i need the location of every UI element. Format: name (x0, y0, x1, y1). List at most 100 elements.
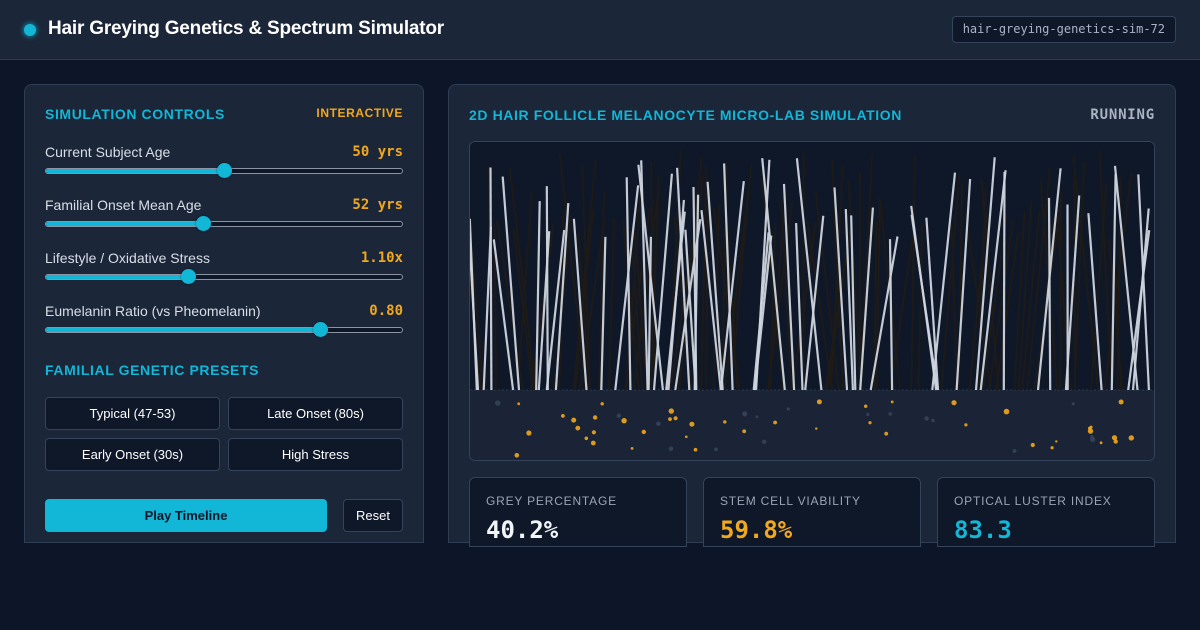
slider-label: Familial Onset Mean Age (45, 197, 202, 213)
grey-hair-strand (1087, 213, 1103, 391)
grey-hair-strand (795, 223, 804, 391)
depleted-melanocyte (888, 412, 892, 416)
slider-thumb[interactable] (313, 322, 329, 337)
pigmented-hair-strand (988, 220, 1014, 391)
grey-hair-strand (600, 236, 607, 391)
melanocyte-cells-group (495, 399, 1134, 458)
grey-hair-strand (501, 176, 521, 391)
depleted-melanocyte (714, 447, 718, 452)
grey-hair-strand (723, 163, 734, 391)
active-melanocyte (630, 447, 634, 450)
active-melanocyte (773, 420, 777, 425)
slider-thumb[interactable] (217, 163, 232, 178)
active-melanocyte (884, 431, 889, 436)
active-melanocyte (571, 417, 577, 423)
grey-hair-strand (482, 226, 492, 391)
active-melanocyte (561, 414, 565, 418)
grey-hair-strand (706, 181, 724, 391)
slider-fill (46, 328, 321, 332)
slider-thumb[interactable] (181, 269, 197, 284)
grey-hair-strand (925, 217, 940, 391)
slider-value: 52 yrs (352, 197, 403, 213)
grey-hair-strand (761, 158, 786, 391)
slider-value: 1.10x (360, 250, 403, 266)
pigmented-hair-strand (1017, 201, 1033, 391)
simulation-id-badge: hair-greying-genetics-sim-72 (951, 16, 1176, 43)
active-melanocyte (1118, 399, 1124, 405)
depleted-melanocyte (1071, 402, 1075, 406)
metric-stem-cell-viability: STEM CELL VIABILITY 59.8% (703, 477, 921, 547)
active-melanocyte (1113, 439, 1118, 444)
pigmented-hair-strand (1013, 211, 1026, 391)
pigmented-hair-strand (508, 167, 537, 391)
depleted-melanocyte (656, 421, 661, 427)
grey-hair-strand (804, 215, 825, 391)
preset-early-onset-button[interactable]: Early Onset (30s) (45, 438, 220, 471)
active-melanocyte (641, 429, 646, 435)
depleted-melanocyte (1089, 436, 1096, 442)
reset-button[interactable]: Reset (343, 499, 403, 532)
grey-hair-strand (572, 218, 588, 391)
depleted-melanocyte (668, 446, 674, 452)
depleted-melanocyte (495, 400, 501, 406)
active-melanocyte (890, 400, 894, 404)
pigmented-hair-strand (968, 212, 988, 391)
preset-typical-button[interactable]: Typical (47-53) (45, 397, 220, 430)
pigmented-hair-strand (705, 201, 709, 391)
slider-track[interactable] (45, 322, 403, 337)
grey-hair-strand (795, 158, 823, 391)
active-melanocyte (668, 417, 672, 421)
grey-hair-strand (614, 185, 640, 391)
grey-hair-strand (1131, 208, 1150, 391)
slider-track[interactable] (45, 163, 403, 178)
pigmented-hair-strand (802, 152, 805, 391)
simulation-panel: 2D HAIR FOLLICLE MELANOCYTE MICRO-LAB SI… (448, 84, 1176, 547)
preset-late-onset-button[interactable]: Late Onset (80s) (228, 397, 403, 430)
metric-value: 83.3 (954, 516, 1012, 544)
slider-thumb[interactable] (195, 216, 211, 231)
pigmented-hair-strand (889, 236, 914, 391)
active-melanocyte (1050, 446, 1054, 450)
top-bar: Hair Greying Genetics & Spectrum Simulat… (0, 0, 1200, 60)
slider-track[interactable] (45, 269, 403, 284)
slider-eumelanin-ratio: Eumelanin Ratio (vs Pheomelanin) 0.80 (45, 303, 403, 343)
active-melanocyte (1087, 428, 1094, 434)
grey-hair-strand (1002, 171, 1006, 391)
slider-onset-age: Familial Onset Mean Age 52 yrs (45, 197, 403, 237)
presets-title: FAMILIAL GENETIC PRESETS (45, 362, 260, 378)
preset-high-stress-button[interactable]: High Stress (228, 438, 403, 471)
grey-hair-strand (753, 235, 773, 391)
running-status: RUNNING (1090, 107, 1155, 123)
active-melanocyte (864, 404, 868, 408)
active-melanocyte (517, 402, 521, 406)
active-melanocyte (815, 427, 818, 430)
grey-hair-strand (684, 229, 697, 391)
metric-grey-percentage: GREY PERCENTAGE 40.2% (469, 477, 687, 547)
pigmented-hair-strand (633, 232, 649, 391)
pigmented-hair-strand (1103, 173, 1133, 391)
grey-hair-strand (652, 173, 673, 391)
pigmented-hair-strand (512, 228, 534, 391)
slider-track[interactable] (45, 216, 403, 231)
grey-hair-strand (888, 239, 894, 391)
app-title: Hair Greying Genetics & Spectrum Simulat… (48, 18, 444, 39)
active-melanocyte (1128, 435, 1134, 441)
depleted-melanocyte (1012, 449, 1017, 453)
slider-value: 0.80 (369, 303, 403, 319)
pigmented-hair-strand (723, 163, 753, 391)
grey-hair-strand (979, 170, 1007, 391)
pigmented-hair-strand (981, 215, 1008, 391)
play-timeline-button[interactable]: Play Timeline (45, 499, 327, 532)
active-melanocyte (526, 430, 532, 436)
slider-value: 50 yrs (352, 144, 403, 160)
grey-hair-strand (700, 209, 722, 391)
grey-hair-strand (554, 203, 570, 391)
pigmented-hair-strand (530, 224, 555, 391)
pigmented-hair-strand (1098, 150, 1113, 391)
pigmented-hair-strand (495, 219, 524, 391)
pigmented-hair-strand (650, 161, 656, 391)
pigmented-hair-strand (995, 232, 1020, 391)
follicle-simulation-canvas[interactable] (469, 141, 1155, 461)
grey-hair-strand (1064, 195, 1081, 391)
active-melanocyte (685, 435, 688, 439)
